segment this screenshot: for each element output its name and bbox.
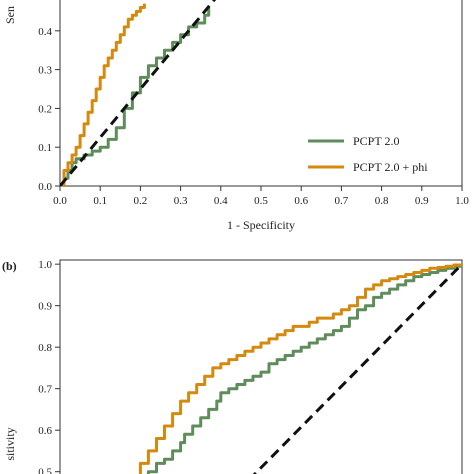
panel-a-x-tick-label: 0.4 [214,195,228,207]
panel-b-y-tick-label: 1.0 [38,259,52,271]
panel-a-series-line-pcpt [60,7,211,186]
panel-a-x-tick-label: 0.5 [254,195,268,207]
panel-a-series-group [60,0,217,186]
panel-a-y-tick-label: 0.2 [38,103,52,115]
panel-a-y-tick-label: 0.0 [38,181,52,193]
panel-a-y-ticks: 0.0 0.1 0.2 0.3 0.4 [38,26,60,193]
panel-a-x-tick-label: 0.8 [375,195,389,207]
panel-a-axes-frame [59,0,463,187]
panel-a-x-tick-label: 1.0 [455,195,469,207]
panel-a-roc-chart: 0.0 0.1 0.2 0.3 0.4 0.5 0.6 0.7 0.8 0.9 1.0 0.0 0.1… [3,0,469,232]
panel-b-plot-area [59,259,463,474]
panel-b-y-tick-label: 0.7 [38,384,52,396]
panel-a-x-axis-title: 1 - Specificity [227,218,295,232]
panel-a-reference-diagonal-line [60,0,217,186]
panel-b-axes-frame [59,259,463,474]
panel-a-x-ticks: 0.0 0.1 0.2 0.3 0.4 0.5 0.6 0.7 0.8 0.9 1.0 [53,186,469,207]
panel-b-series-line-pcpt [146,264,462,474]
panel-a-plot-area [59,0,463,187]
panel-a-legend: PCPT 2.0 PCPT 2.0 + phi [308,134,428,174]
panel-b-label: (b) [2,259,17,273]
panel-a-x-tick-label: 0.3 [174,195,188,207]
legend-label-pcpt: PCPT 2.0 [353,134,399,148]
panel-b-y-tick-label: 0.5 [38,467,52,474]
panel-a-x-tick-label: 0.7 [335,195,349,207]
legend-label-pcpt-phi: PCPT 2.0 + phi [353,160,428,174]
panel-b-reference-diagonal-line [252,263,462,474]
panel-b-y-axis-title: sitivity [3,427,17,460]
panel-b-series-line-pcpt-phi [138,263,462,474]
panel-a-y-tick-label: 0.3 [38,65,52,77]
panel-a-x-tick-label: 0.0 [53,195,67,207]
panel-b-y-tick-label: 0.9 [38,301,52,313]
panel-b-y-ticks: 0.5 0.6 0.7 0.8 0.9 1.0 [38,259,60,474]
panel-b-y-tick-label: 0.8 [38,342,52,354]
panel-a-y-tick-label: 0.4 [38,26,52,38]
panel-b-y-tick-label: 0.6 [38,425,52,437]
panel-a-series-line-pcpt-phi [60,3,146,186]
panel-b-series-group [138,263,462,474]
panel-a-x-tick-label: 0.6 [294,195,308,207]
panel-a-x-tick-label: 0.2 [134,195,148,207]
panel-a-x-tick-label: 0.1 [93,195,107,207]
panel-a-x-tick-label: 0.9 [415,195,429,207]
panel-a-y-axis-title: Sen [3,6,17,24]
panel-a-y-tick-label: 0.1 [38,142,52,154]
panel-b-roc-chart: (b) 0.5 0.6 0.7 0.8 0.9 1.0 sitivity [2,259,463,474]
